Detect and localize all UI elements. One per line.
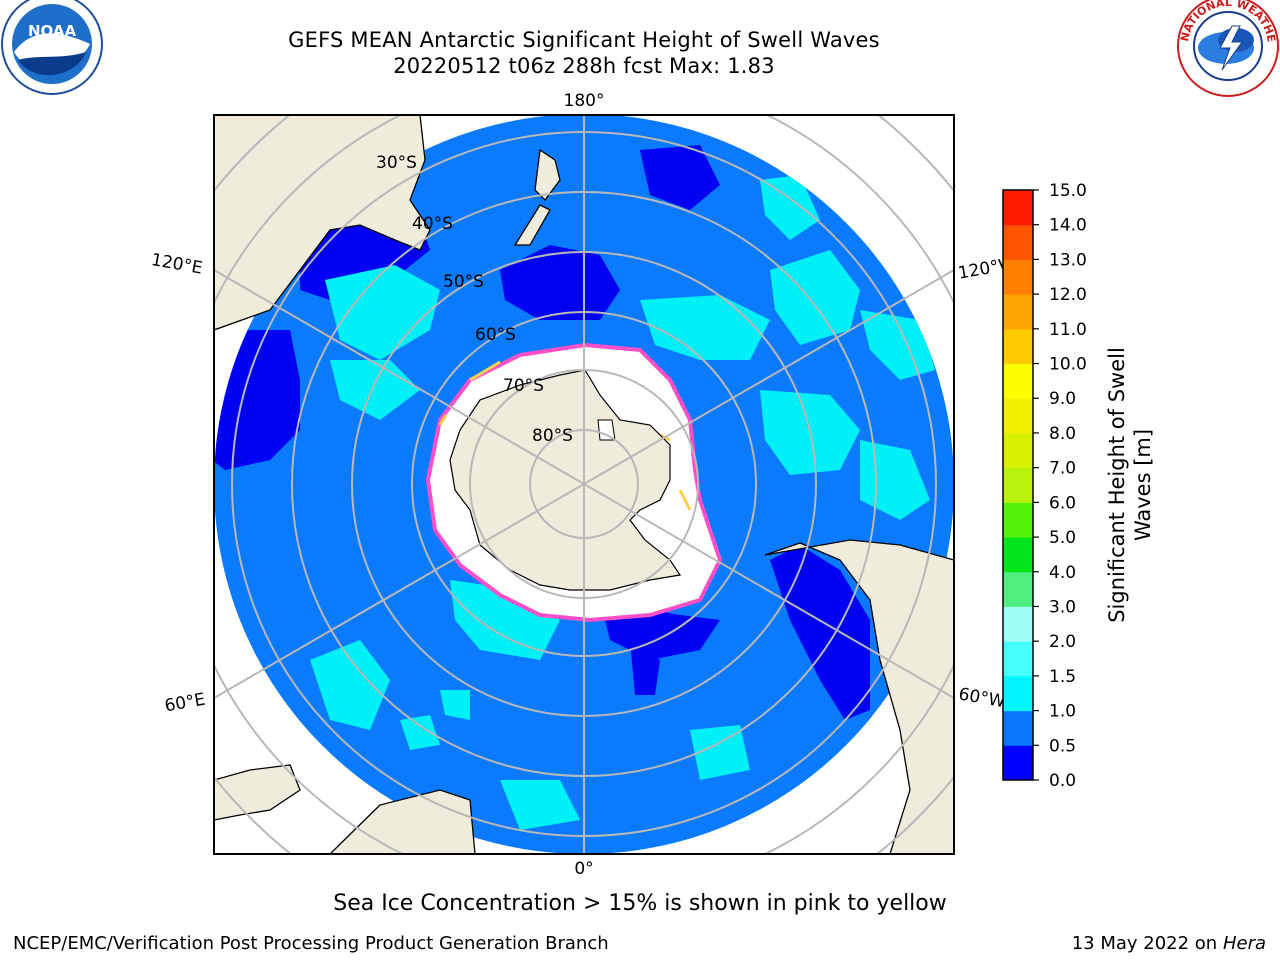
colorbar-swatch [1003, 398, 1033, 434]
nws-logo: NATIONAL WEATHER SERVICE [0, 0, 1279, 97]
colorbar-tick-label: 2.0 [1049, 632, 1076, 652]
map-title: GEFS MEAN Antarctic Significant Height o… [288, 28, 880, 52]
colorbar-swatch [1003, 745, 1033, 781]
colorbar-swatch [1003, 571, 1033, 607]
colorbar-tick-label: 15.0 [1049, 181, 1087, 201]
colorbar-tick-label: 14.0 [1049, 216, 1087, 236]
colorbar-swatch [1003, 710, 1033, 746]
noaa-logo: NOAA [1, 0, 103, 95]
colorbar-tick-label: 3.0 [1049, 597, 1076, 617]
colorbar-tick-label: 1.5 [1049, 667, 1076, 687]
colorbar-swatch [1003, 328, 1033, 365]
map-border [213, 114, 955, 855]
colorbar-swatch [1003, 641, 1033, 677]
lat-label-80s: 80°S [532, 426, 573, 446]
nws-logo-text: NATIONAL WEATHER SERVICE [0, 0, 1278, 43]
colorbar-swatch [1003, 363, 1033, 399]
lat-label-40s: 40°S [412, 214, 453, 234]
date-text: 13 May 2022 on [1071, 933, 1218, 954]
lon-label-60e: 60°E [163, 690, 207, 717]
colorbar-tick-label: 6.0 [1049, 493, 1076, 513]
lat-label-50s: 50°S [443, 272, 484, 292]
colorbar-tick-label: 7.0 [1049, 459, 1076, 479]
colorbar-swatch [1003, 259, 1033, 295]
colorbar-tick-label: 13.0 [1049, 250, 1087, 270]
colorbar-tick-label: 4.0 [1049, 563, 1076, 583]
colorbar-swatch [1003, 606, 1033, 642]
colorbar-label-line1: Significant Height of Swell [1105, 347, 1129, 623]
lat-label-70s: 70°S [503, 376, 544, 396]
colorbar-swatch [1003, 294, 1033, 330]
colorbar-swatch [1003, 675, 1033, 712]
map-subtitle: 20220512 t06z 288h fcst Max: 1.83 [393, 54, 775, 78]
date-line: 13 May 2022 on Hera [1072, 933, 1266, 954]
colorbar-tick-label: 11.0 [1049, 320, 1087, 340]
lon-label-60w: 60°W [957, 684, 1007, 712]
colorbar-tick-label: 1.0 [1049, 702, 1076, 722]
colorbar-tick-label: 9.0 [1049, 389, 1076, 409]
sea-ice-note: Sea Ice Concentration > 15% is shown in … [333, 891, 947, 916]
colorbar-border [1002, 189, 1034, 781]
colorbar-tick-label: 0.0 [1049, 771, 1076, 791]
antarctica [449, 369, 682, 591]
colorbar-swatch [1003, 467, 1033, 503]
colorbar-tick-label: 10.0 [1049, 355, 1087, 375]
lon-label-0: 0° [574, 859, 593, 879]
noaa-logo-text: NOAA [28, 22, 77, 40]
colorbar-tick-label: 5.0 [1049, 528, 1076, 548]
colorbar-swatch [1003, 432, 1033, 469]
lat-label-30s: 30°S [376, 153, 417, 173]
colorbar-swatch [1003, 224, 1033, 260]
lon-label-120e: 120°E [150, 250, 204, 279]
map-canvas [214, 115, 954, 854]
colorbar-tick-label: 12.0 [1049, 285, 1087, 305]
colorbar-tick-label: 8.0 [1049, 424, 1076, 444]
credit-line: NCEP/EMC/Verification Post Processing Pr… [13, 933, 609, 954]
colorbar-tick-label: 0.5 [1049, 736, 1076, 756]
colorbar-swatch [1003, 190, 1033, 226]
lon-label-180: 180° [564, 91, 605, 111]
colorbar-swatch [1003, 537, 1033, 573]
graticule [214, 115, 954, 854]
lat-label-60s: 60°S [475, 325, 516, 345]
landmasses [214, 115, 954, 854]
map-figure: NOAA NATIONAL WEATHER SERVICE [0, 0, 1279, 879]
host-name: Hera [1222, 933, 1266, 954]
colorbar-label-line2: Waves [m] [1131, 429, 1155, 541]
colorbar-swatch [1003, 502, 1033, 538]
colorbar: 0.0 0.5 1.0 1.5 2.0 3.0 4.0 5.0 6.0 7.0 8.0 9.0 10.0… [1002, 181, 1087, 791]
